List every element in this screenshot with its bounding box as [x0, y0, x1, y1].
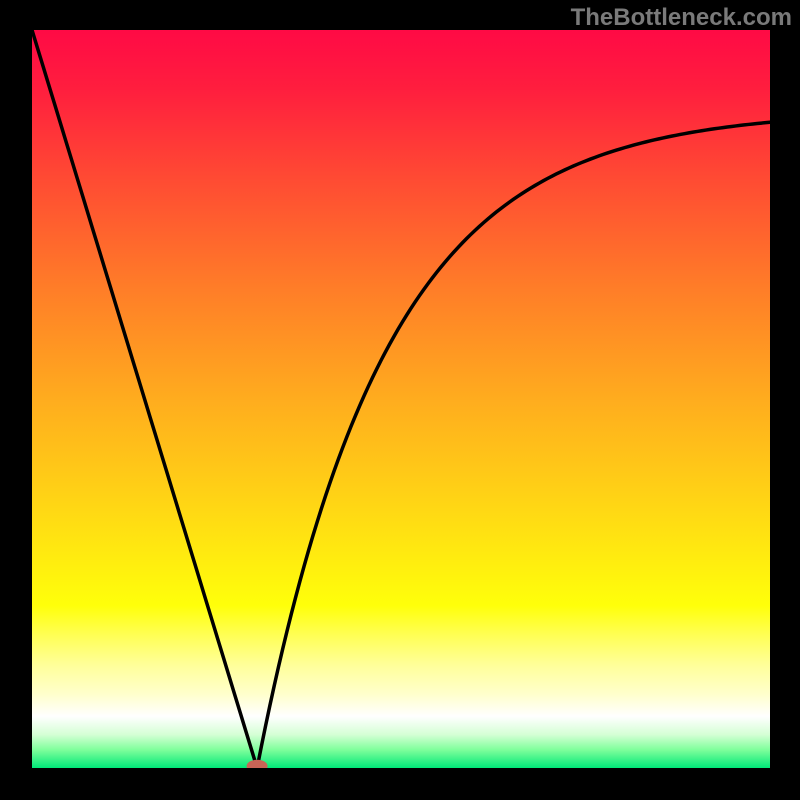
chart-container: TheBottleneck.com — [0, 0, 800, 800]
optimal-point-marker — [247, 760, 267, 768]
gradient-background — [32, 30, 770, 768]
plot-area — [32, 30, 770, 768]
watermark-text: TheBottleneck.com — [571, 4, 792, 32]
